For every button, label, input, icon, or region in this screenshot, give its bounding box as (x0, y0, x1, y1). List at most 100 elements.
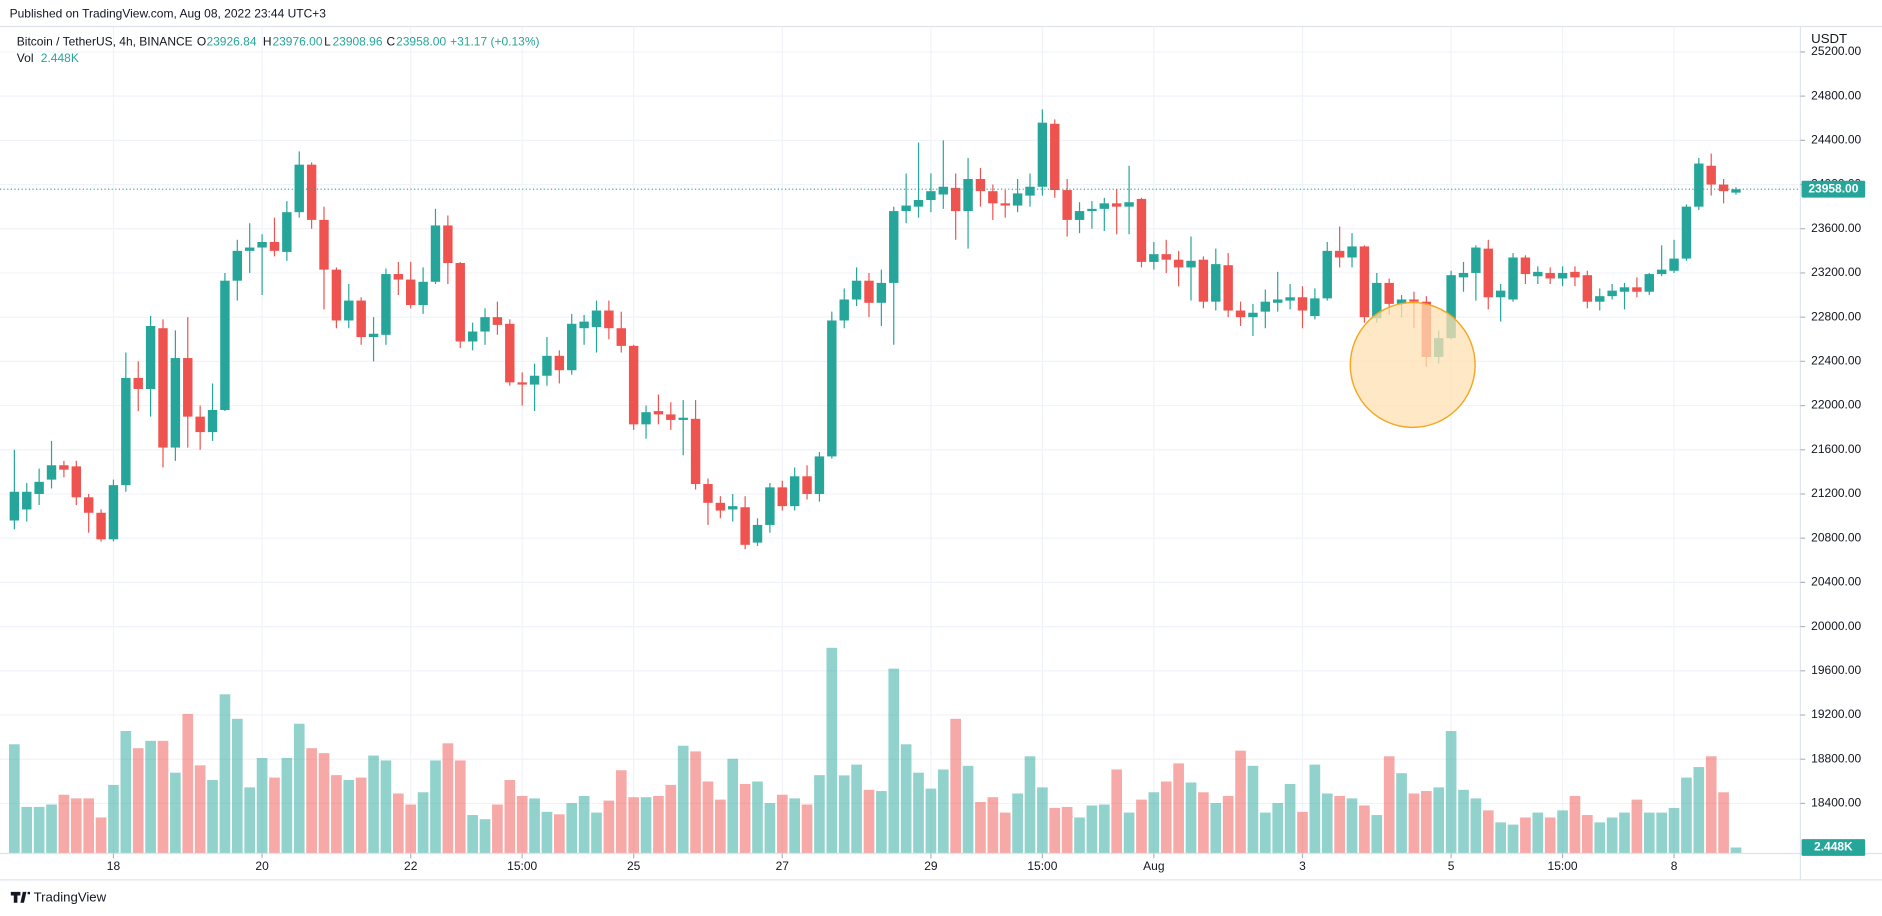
candle-body (889, 211, 899, 283)
candle-body (195, 416, 205, 433)
x-tick-label: 5 (1448, 859, 1455, 873)
candle-body (505, 323, 515, 383)
candle-body (517, 382, 527, 385)
candle-body (529, 375, 540, 385)
volume-layer (9, 647, 1742, 854)
volume-bar (999, 812, 1011, 854)
candle-body (244, 247, 255, 251)
close-key: C (386, 34, 395, 48)
candle-body (653, 411, 664, 415)
x-tick-label: 15:00 (1027, 859, 1057, 873)
volume-bar (33, 806, 45, 854)
candle-body (1285, 297, 1295, 301)
volume-bar (888, 668, 900, 854)
volume-bar (1148, 792, 1160, 854)
volume-bar (814, 775, 825, 854)
volume-bar (591, 812, 602, 854)
candle-body (480, 317, 490, 332)
footer-logo: TradingView (10, 889, 107, 904)
candle-body (950, 187, 961, 212)
volume-bar (120, 731, 132, 854)
candle-body (567, 323, 577, 371)
volume-bar (355, 777, 367, 854)
volume-bar (70, 798, 82, 854)
candle-body (554, 355, 565, 371)
candle-body (1446, 275, 1456, 339)
volume-bar (1482, 810, 1494, 854)
candle-body (1656, 269, 1667, 275)
candle-body (158, 328, 168, 448)
volume-bar (1433, 787, 1445, 854)
y-tick-label: 22400.00 (1811, 354, 1861, 368)
volume-bar (1173, 763, 1184, 854)
candle-body (616, 328, 626, 346)
volume-bar (1656, 812, 1667, 854)
close-value: 23958.00 (396, 34, 446, 48)
volume-bar (516, 795, 528, 854)
symbol: Bitcoin / TetherUS, 4h, BINANCE (17, 34, 193, 48)
candle-body (1607, 290, 1617, 297)
candle-body (1520, 257, 1531, 275)
volume-bar (1222, 795, 1234, 854)
candle-body (145, 326, 156, 389)
volume-bar (380, 760, 392, 854)
candle-body (666, 414, 676, 420)
volume-bar (1396, 773, 1407, 854)
candle-body (1297, 297, 1308, 311)
x-tick-label: 15:00 (1548, 859, 1578, 873)
candle-body (1669, 258, 1679, 271)
candle-body (901, 205, 911, 212)
y-tick-label: 21600.00 (1811, 442, 1861, 456)
candle-body (1161, 254, 1171, 260)
candle-body (1273, 299, 1283, 303)
volume-bar (1235, 750, 1246, 854)
x-tick-label: 25 (627, 859, 641, 873)
y-tick-label: 24400.00 (1811, 133, 1861, 147)
candle-body (418, 281, 428, 306)
volume-bar (1495, 822, 1506, 854)
volume-bar (1619, 812, 1630, 854)
candle-body (975, 179, 986, 192)
y-tick-label: 22800.00 (1811, 309, 1861, 323)
candle-body (963, 179, 973, 212)
candle-body (1149, 254, 1159, 262)
volume-bar (665, 784, 677, 854)
candle-body (1136, 198, 1147, 262)
candle-body (96, 512, 106, 540)
volume-bar (1247, 765, 1259, 854)
volume-badge (1801, 839, 1866, 856)
candle-body (839, 299, 849, 321)
volume-bar (1408, 793, 1420, 854)
candle-body (368, 333, 379, 338)
candle-body (1595, 296, 1605, 302)
volume-bar (913, 772, 924, 854)
volume-bar (504, 780, 516, 854)
candle-body (926, 191, 936, 201)
candle-body (1718, 184, 1729, 192)
volume-bar (1582, 815, 1593, 854)
candle-body (1545, 272, 1555, 279)
volume-bar (1681, 777, 1692, 854)
x-tick-label: 27 (776, 859, 790, 873)
candle-body (1495, 290, 1506, 298)
volume-bar (318, 753, 330, 854)
volume-bar (170, 772, 181, 854)
volume-bar (789, 798, 800, 854)
volume-bar (826, 647, 838, 854)
high-value: 23976.00 (272, 34, 322, 48)
volume-bar (405, 804, 417, 854)
volume-bar (1074, 817, 1085, 854)
candle-body (628, 345, 639, 425)
candle-body (728, 506, 738, 510)
candle-body (1508, 257, 1518, 300)
candle-body (1235, 310, 1246, 318)
y-tick-label: 23200.00 (1811, 265, 1861, 279)
candle-body (344, 300, 354, 321)
volume-bar (1012, 793, 1023, 854)
candle-body (269, 242, 280, 251)
volume-bar (1185, 782, 1197, 854)
candle-body (542, 355, 552, 376)
candle-body (1074, 211, 1085, 220)
candle-body (393, 274, 404, 280)
